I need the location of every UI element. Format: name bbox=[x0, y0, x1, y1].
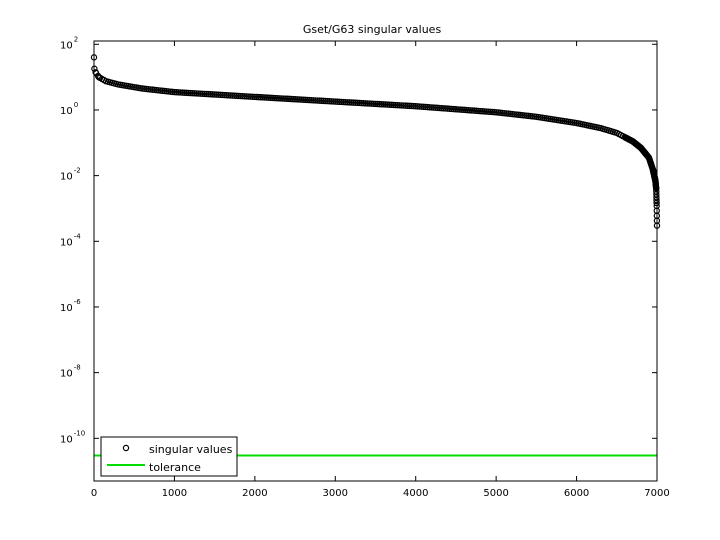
y-tick-label: 10-2 bbox=[60, 167, 81, 183]
x-tick-label: 1000 bbox=[162, 488, 187, 499]
y-tick-label: 10-8 bbox=[60, 364, 81, 380]
legend-box bbox=[100, 436, 238, 477]
x-tick-label: 6000 bbox=[564, 488, 589, 499]
y-tick-label: 10-4 bbox=[60, 232, 81, 248]
chart-marks bbox=[90, 54, 661, 457]
legend-marker-singular-values bbox=[122, 444, 130, 452]
axis-ticks: 0 1000 2000 3000 4000 5000 6000 7000 102 100 10-2 1… bbox=[60, 35, 670, 499]
legend: singular values tolerance bbox=[100, 436, 238, 477]
y-tick-label: 10-6 bbox=[60, 298, 81, 314]
y-tick-label: 10-10 bbox=[60, 429, 85, 445]
x-tick-label: 4000 bbox=[403, 488, 428, 499]
legend-label-tolerance: tolerance bbox=[149, 461, 201, 474]
x-tick-label: 7000 bbox=[644, 488, 669, 499]
y-tick-label: 100 bbox=[60, 101, 78, 117]
chart-title: Gset/G63 singular values bbox=[303, 23, 442, 36]
x-tick-label: 2000 bbox=[242, 488, 267, 499]
plot-frame bbox=[93, 40, 658, 482]
x-tick-label: 3000 bbox=[323, 488, 348, 499]
x-tick-label: 0 bbox=[91, 488, 97, 499]
y-tick-label: 102 bbox=[60, 35, 78, 51]
legend-label-singular-values: singular values bbox=[149, 443, 233, 456]
x-tick-label: 5000 bbox=[483, 488, 508, 499]
